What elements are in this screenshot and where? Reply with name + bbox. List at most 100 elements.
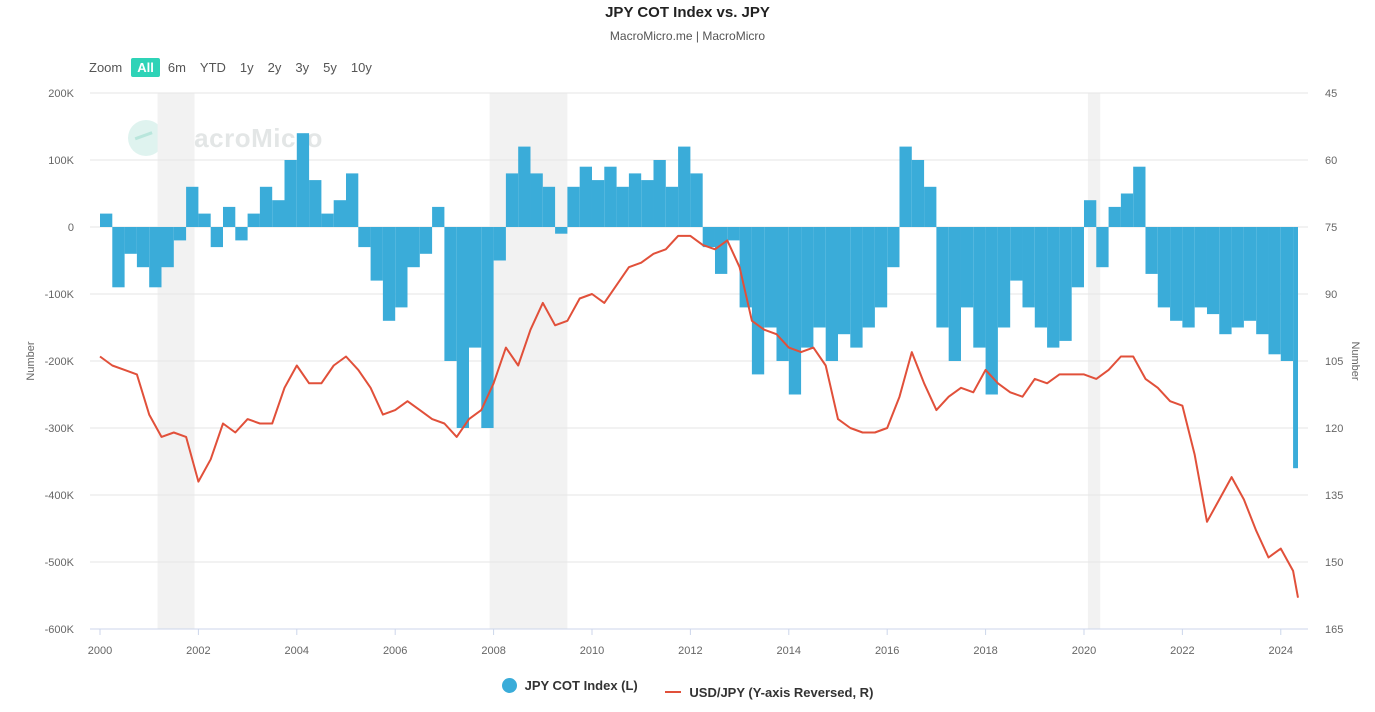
x-tick-label: 2004	[285, 645, 309, 657]
cot-bar	[542, 186, 556, 227]
left-tick-label: -400K	[45, 490, 75, 502]
cot-bar	[1280, 227, 1294, 361]
cot-bar	[272, 200, 285, 227]
zoom-10y-button[interactable]: 10y	[350, 60, 372, 75]
cot-bar	[567, 186, 580, 227]
cot-bar	[641, 180, 654, 227]
cot-bar	[518, 146, 531, 227]
cot-bar	[222, 206, 236, 227]
cot-bar	[358, 227, 371, 248]
chart-title: JPY COT Index vs. JPY	[605, 4, 770, 21]
right-tick-label: 60	[1325, 155, 1337, 167]
chart-subtitle: MacroMicro.me | MacroMicro	[609, 29, 766, 43]
cot-bar	[948, 227, 961, 361]
x-tick-label: 2012	[678, 645, 702, 657]
zoom-5y-button[interactable]: 5y	[323, 60, 337, 75]
left-tick-label: -200K	[45, 356, 75, 368]
cot-bar	[1083, 200, 1097, 227]
cot-bar	[100, 213, 113, 227]
cot-bar	[1108, 206, 1121, 227]
cot-bar	[493, 227, 506, 261]
zoom-1y-button[interactable]: 1y	[239, 60, 254, 75]
cot-bar	[1256, 227, 1269, 335]
cot-bar	[432, 206, 445, 227]
cot-bar	[936, 227, 949, 328]
cot-bar	[136, 227, 150, 268]
right-tick-label: 75	[1325, 222, 1337, 234]
cot-bar	[874, 227, 888, 308]
cot-bar	[1157, 227, 1171, 308]
cot-bar	[1120, 193, 1134, 227]
left-tick-label: 100K	[48, 155, 74, 167]
cot-bar	[1194, 227, 1207, 308]
cot-bar	[764, 227, 777, 328]
cot-bar	[690, 173, 703, 227]
cot-bar	[887, 227, 900, 268]
cot-bar	[259, 186, 273, 227]
left-tick-label: -600K	[45, 624, 75, 636]
cot-bar	[1231, 227, 1244, 328]
right-tick-label: 45	[1325, 88, 1337, 100]
legend-label-cot: JPY COT Index (L)	[524, 678, 638, 693]
x-tick-label: 2010	[580, 645, 604, 657]
cot-bar	[186, 186, 199, 227]
cot-bar	[284, 160, 297, 227]
right-tick-label: 135	[1325, 490, 1343, 502]
cot-bar	[395, 227, 408, 308]
x-tick-label: 2002	[186, 645, 210, 657]
cot-bar	[924, 186, 937, 227]
cot-bar	[210, 227, 223, 248]
cot-bar	[1293, 227, 1298, 469]
zoom-all-button[interactable]: All	[131, 58, 160, 77]
left-tick-label: 200K	[48, 88, 74, 100]
right-tick-label: 90	[1325, 289, 1337, 301]
cot-bar	[837, 227, 851, 335]
zoom-bar: Zoom All 6m YTD 1y 2y 3y 5y 10y	[86, 58, 380, 77]
cot-bar	[407, 227, 420, 268]
cot-bar	[149, 227, 162, 288]
right-axis-title: Number	[1349, 341, 1361, 380]
cot-bar	[1268, 227, 1281, 355]
cot-bar	[973, 227, 986, 348]
cot-bar	[960, 227, 974, 308]
legend-label-usdjpy: USD/JPY (Y-axis Reversed, R)	[689, 684, 874, 700]
zoom-3y-button[interactable]: 3y	[295, 60, 310, 75]
x-tick-label: 2006	[383, 645, 407, 657]
legend-item-usdjpy[interactable]: USD/JPY (Y-axis Reversed, R)	[665, 685, 873, 700]
zoom-6m-button[interactable]: 6m	[167, 60, 186, 75]
cot-bar	[1145, 227, 1158, 274]
cot-bar	[309, 180, 322, 227]
left-tick-label: -100K	[45, 289, 75, 301]
x-tick-label: 2018	[973, 645, 997, 657]
cot-bar	[788, 227, 802, 395]
cot-bar	[653, 160, 666, 227]
cot-bar	[579, 166, 592, 227]
x-tick-label: 2016	[875, 645, 899, 657]
cot-bar	[530, 173, 543, 227]
zoom-2y-button[interactable]: 2y	[267, 60, 282, 75]
cot-bar	[751, 227, 765, 375]
cot-bar	[345, 173, 359, 227]
cot-bar	[198, 213, 211, 227]
legend-item-cot[interactable]: JPY COT Index (L)	[501, 678, 638, 693]
cot-bar	[727, 227, 740, 241]
cot-bar	[456, 227, 469, 428]
zoom-ytd-button[interactable]: YTD	[199, 60, 226, 75]
cot-bar	[173, 227, 187, 241]
left-tick-label: -300K	[45, 423, 75, 435]
line-icon	[665, 691, 682, 693]
right-tick-label: 105	[1325, 356, 1343, 368]
cot-bar	[1010, 227, 1023, 281]
cot-bar	[702, 227, 715, 248]
cot-bar	[382, 227, 396, 321]
cot-bar	[899, 146, 912, 227]
legend: JPY COT Index (L) USD/JPY (Y-axis Revers…	[0, 678, 1375, 700]
cot-bar	[296, 133, 310, 227]
cot-bar	[235, 227, 248, 241]
cot-bar	[997, 227, 1011, 328]
zoom-label: Zoom	[89, 60, 123, 75]
cot-bar	[481, 227, 494, 428]
cot-bar	[1206, 227, 1220, 315]
